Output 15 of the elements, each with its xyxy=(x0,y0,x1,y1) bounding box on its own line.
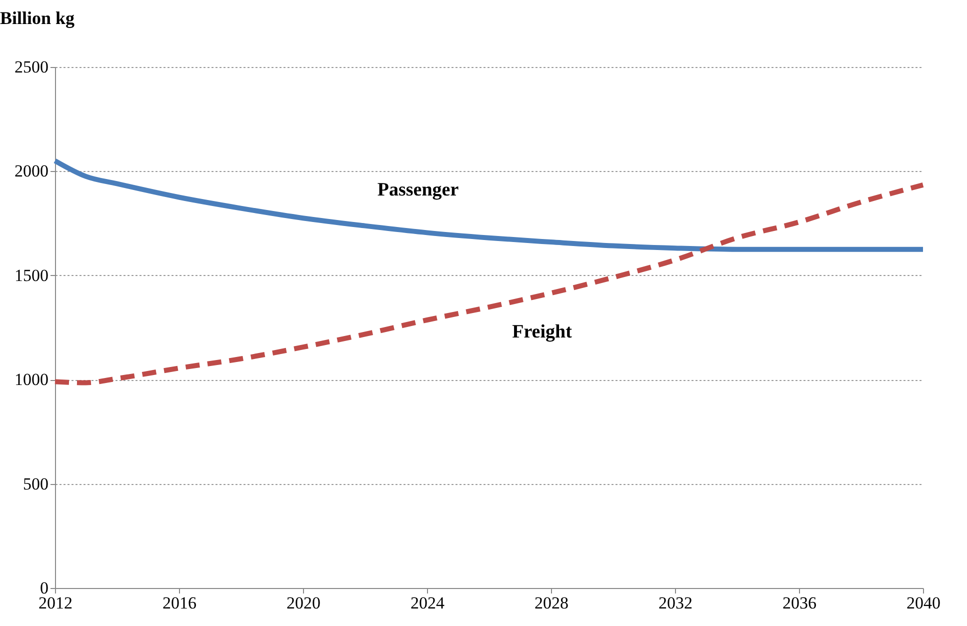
x-tick-label: 2032 xyxy=(658,594,692,612)
x-tick-label: 2036 xyxy=(782,594,816,612)
series-label: Freight xyxy=(512,321,573,342)
x-tick-label: 2024 xyxy=(410,594,445,612)
x-tick-label: 2028 xyxy=(534,594,568,612)
x-tick-label: 2016 xyxy=(162,594,196,612)
x-tick-label: 2020 xyxy=(286,594,320,612)
y-axis-title: Billion kg xyxy=(0,8,75,28)
y-tick-label: 2500 xyxy=(14,58,48,76)
series-label: Passenger xyxy=(377,180,460,201)
y-tick-label: 2000 xyxy=(14,162,48,181)
y-tick-label: 1500 xyxy=(14,266,48,285)
x-tick-label: 2040 xyxy=(906,594,940,612)
y-tick-label: 1000 xyxy=(14,370,48,390)
y-tick-label: 500 xyxy=(23,474,48,494)
